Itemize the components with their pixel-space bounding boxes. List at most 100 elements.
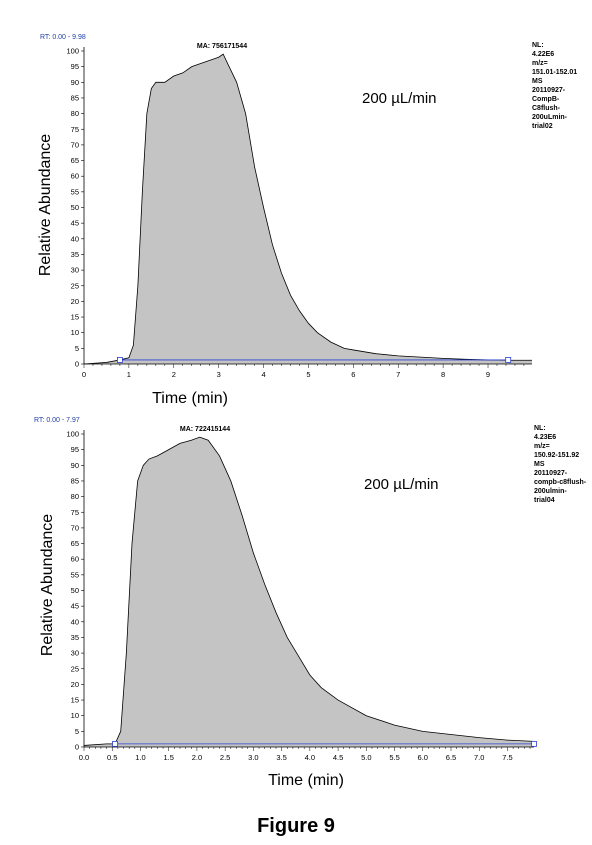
x-tick-label: 1.5 [163, 753, 173, 762]
y-tick-label: 10 [71, 328, 79, 337]
y-tick-label: 80 [71, 109, 79, 118]
y-tick-label: 20 [71, 680, 79, 689]
x-tick-label: 6 [351, 370, 355, 379]
y-tick-label: 35 [71, 250, 79, 259]
y-tick-label: 65 [71, 539, 79, 548]
y-tick-label: 0 [75, 743, 79, 752]
x-tick-label: 5 [306, 370, 310, 379]
y-tick-label: 40 [71, 234, 79, 243]
x-tick-label: 2 [172, 370, 176, 379]
y-tick-label: 70 [71, 140, 79, 149]
info-line: NL: [534, 425, 546, 432]
info-block: NL: 4.22E6 m/z= 151.01-152.01 MS 20110927- Com… [532, 42, 577, 130]
info-line: trial04 [534, 497, 555, 504]
x-tick-label: 4.5 [333, 753, 343, 762]
x-tick-label: 7 [396, 370, 400, 379]
y-tick-label: 90 [71, 78, 79, 87]
x-tick-label: 2.5 [220, 753, 230, 762]
y-tick-label: 30 [71, 266, 79, 275]
x-tick-label: 5.0 [361, 753, 371, 762]
info-line: C8flush- [532, 105, 561, 112]
baseline-marker [117, 357, 123, 363]
peak-area-fill [84, 54, 532, 364]
y-axis-title: Relative Abundance [37, 134, 54, 276]
chart-bottom: RT: 0.00 - 7.97 MA: 722415144 200 µL/min… [34, 417, 587, 789]
y-tick-label: 55 [71, 187, 79, 196]
x-axis-title: Time (min) [152, 390, 228, 407]
y-tick-label: 45 [71, 219, 79, 228]
peak-area-label: MA: 722415144 [180, 426, 230, 433]
x-tick-label: 6.5 [446, 753, 456, 762]
info-line: CompB- [532, 96, 560, 103]
y-tick-label: 70 [71, 523, 79, 532]
x-tick-label: 7.5 [502, 753, 512, 762]
x-tick-label: 2.0 [192, 753, 202, 762]
rt-range-label: RT: 0.00 - 7.97 [34, 417, 80, 424]
peak-area-fill [84, 437, 534, 747]
y-tick-label: 80 [71, 492, 79, 501]
plot-area: 0510152025303540455055606570758085909510… [66, 430, 537, 762]
y-tick-label: 85 [71, 476, 79, 485]
info-line: 20110927- [532, 87, 566, 94]
y-tick-label: 45 [71, 602, 79, 611]
y-tick-label: 65 [71, 156, 79, 165]
y-tick-label: 5 [75, 344, 79, 353]
chromatogram-trace [83, 436, 535, 746]
y-tick-label: 60 [71, 555, 79, 564]
x-tick-label: 0 [82, 370, 86, 379]
y-tick-label: 95 [71, 62, 79, 71]
figure-caption: Figure 9 [257, 815, 335, 837]
info-line: 4.22E6 [532, 51, 554, 58]
info-line: 4.23E6 [534, 434, 556, 441]
y-tick-label: 100 [66, 47, 79, 56]
y-tick-label: 10 [71, 711, 79, 720]
y-tick-label: 35 [71, 633, 79, 642]
info-line: trial02 [532, 123, 553, 130]
peak-area-label: MA: 756171544 [197, 43, 247, 50]
y-tick-label: 60 [71, 172, 79, 181]
y-tick-label: 75 [71, 508, 79, 517]
y-axis-title: Relative Abundance [39, 514, 56, 656]
y-tick-label: 25 [71, 664, 79, 673]
info-line: MS [534, 461, 545, 468]
baseline-marker [531, 740, 537, 747]
info-line: NL: [532, 42, 544, 49]
baseline-marker [505, 357, 512, 363]
info-line: m/z= [534, 443, 550, 450]
info-line: compb-c8flush- [534, 479, 587, 486]
y-tick-label: 55 [71, 570, 79, 579]
x-tick-label: 0.5 [107, 753, 117, 762]
x-tick-label: 3 [217, 370, 221, 379]
y-tick-label: 95 [71, 445, 79, 454]
y-tick-label: 30 [71, 649, 79, 658]
x-tick-label: 4.0 [305, 753, 315, 762]
x-tick-label: 6.0 [418, 753, 428, 762]
x-tick-label: 0.0 [79, 753, 89, 762]
y-tick-label: 50 [71, 203, 79, 212]
info-block: NL: 4.23E6 m/z= 150.92-151.92 MS 20110927- com… [534, 425, 587, 504]
y-tick-label: 90 [71, 461, 79, 470]
chromatogram-trace [83, 53, 532, 365]
y-tick-label: 50 [71, 586, 79, 595]
flow-rate-label: 200 µL/min [362, 90, 437, 107]
baseline-marker [112, 740, 118, 747]
x-tick-label: 9 [486, 370, 490, 379]
x-tick-label: 3.5 [276, 753, 286, 762]
info-line: 20110927- [534, 470, 568, 477]
y-tick-label: 0 [75, 360, 79, 369]
rt-range-label: RT: 0.00 - 9.98 [40, 34, 86, 41]
flow-rate-label: 200 µL/min [364, 476, 439, 493]
y-tick-label: 15 [71, 696, 79, 705]
y-tick-label: 75 [71, 125, 79, 134]
plot-area: 0510152025303540455055606570758085909510… [66, 47, 532, 379]
chart-top: RT: 0.00 - 9.98 MA: 756171544 200 µL/min… [37, 34, 577, 407]
x-tick-label: 3.0 [248, 753, 258, 762]
y-tick-label: 85 [71, 93, 79, 102]
x-tick-label: 1 [127, 370, 131, 379]
x-tick-label: 4 [261, 370, 265, 379]
x-tick-label: 5.5 [389, 753, 399, 762]
info-line: 200uLmin- [532, 114, 568, 121]
info-line: MS [532, 78, 543, 85]
y-tick-label: 25 [71, 281, 79, 290]
